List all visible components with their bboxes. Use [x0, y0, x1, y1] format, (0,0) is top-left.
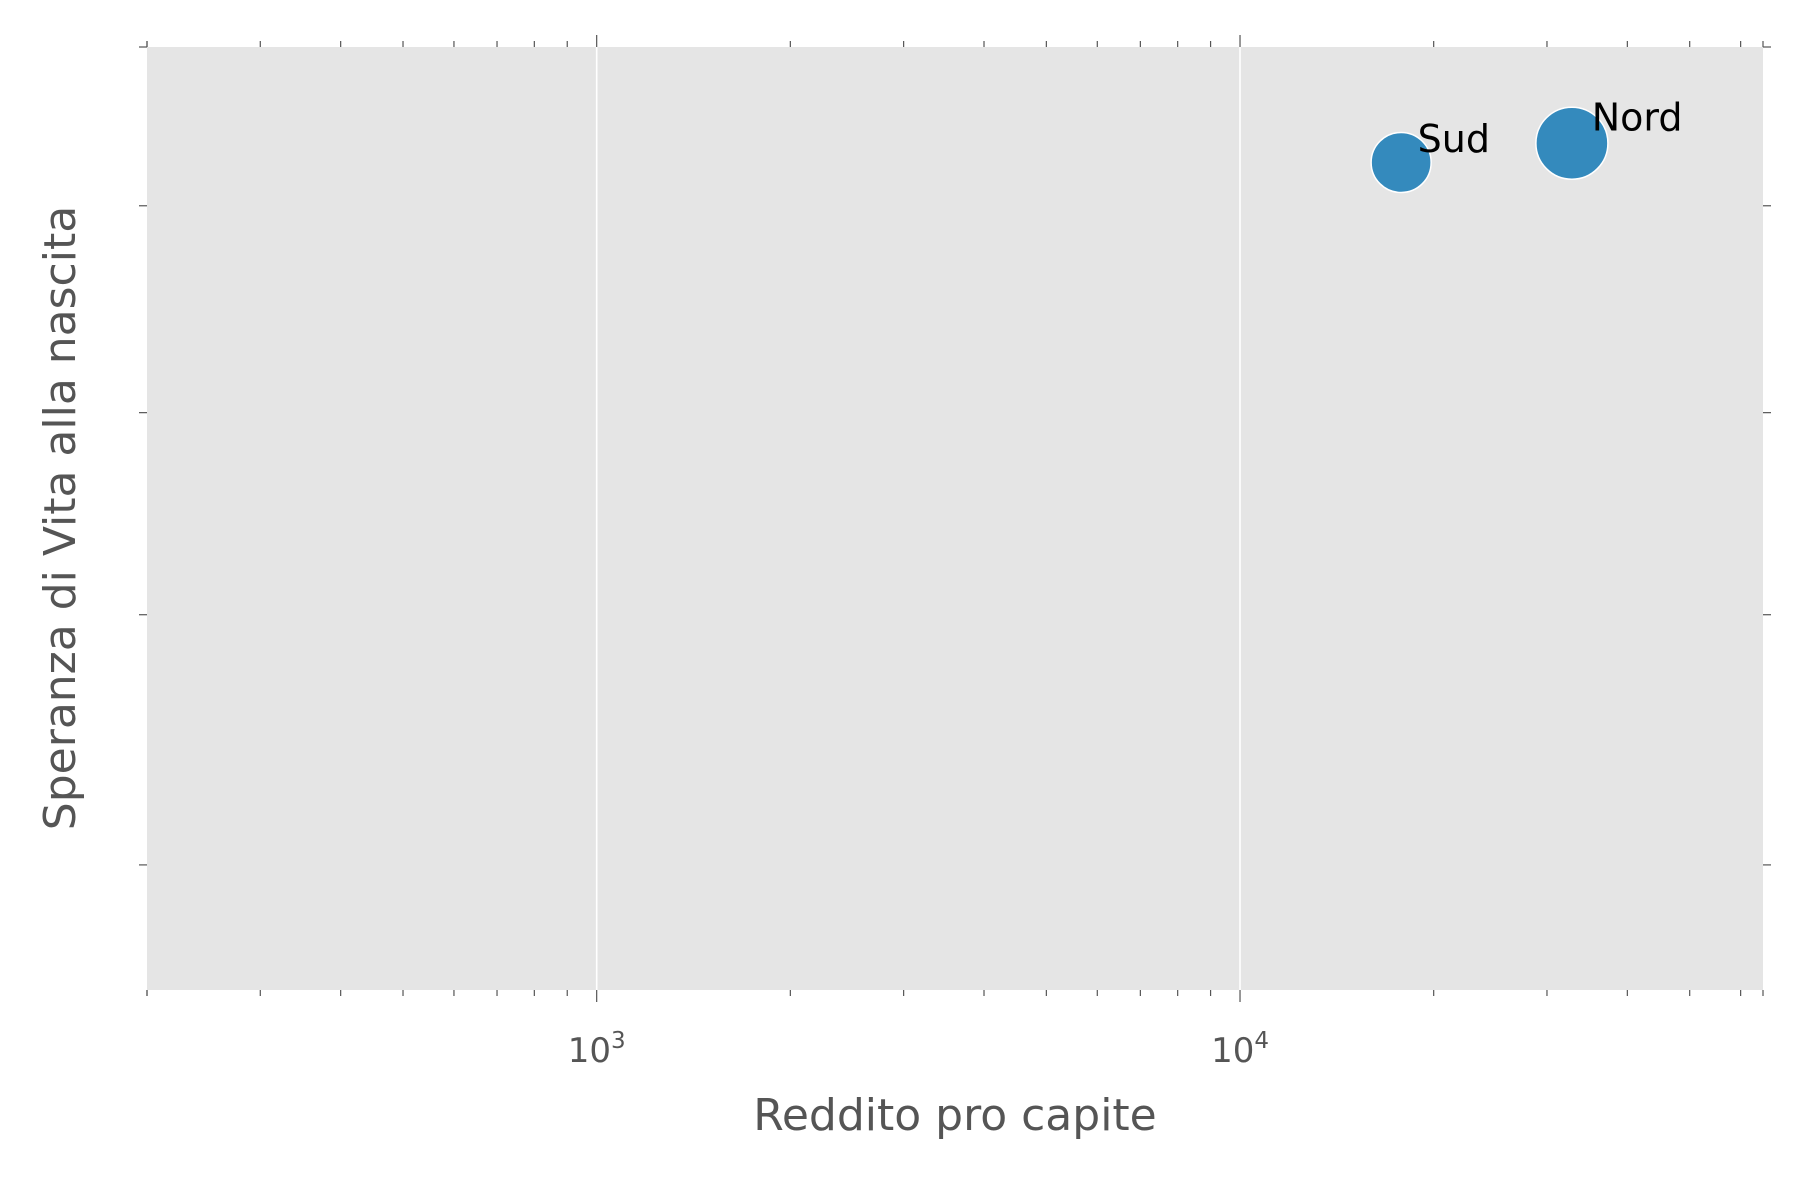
point-label-sud: Sud	[1418, 117, 1490, 161]
data-point-sud	[1370, 131, 1432, 194]
point-label-nord: Nord	[1592, 96, 1683, 140]
x-tick-labels: 103 104	[568, 1028, 1269, 1071]
x-tick-label-1: 104	[1211, 1028, 1269, 1071]
data-point-nord	[1535, 106, 1609, 180]
y-axis-label: Speranza di Vita alla nascita	[35, 206, 86, 830]
grid-lines	[595, 47, 1241, 990]
data-points: Sud Nord	[1370, 96, 1683, 194]
x-axis-label: Reddito pro capite	[753, 1090, 1157, 1141]
x-tick-label-0: 103	[568, 1028, 626, 1071]
plot-area	[147, 47, 1763, 990]
axis-ticks	[139, 35, 1771, 1002]
